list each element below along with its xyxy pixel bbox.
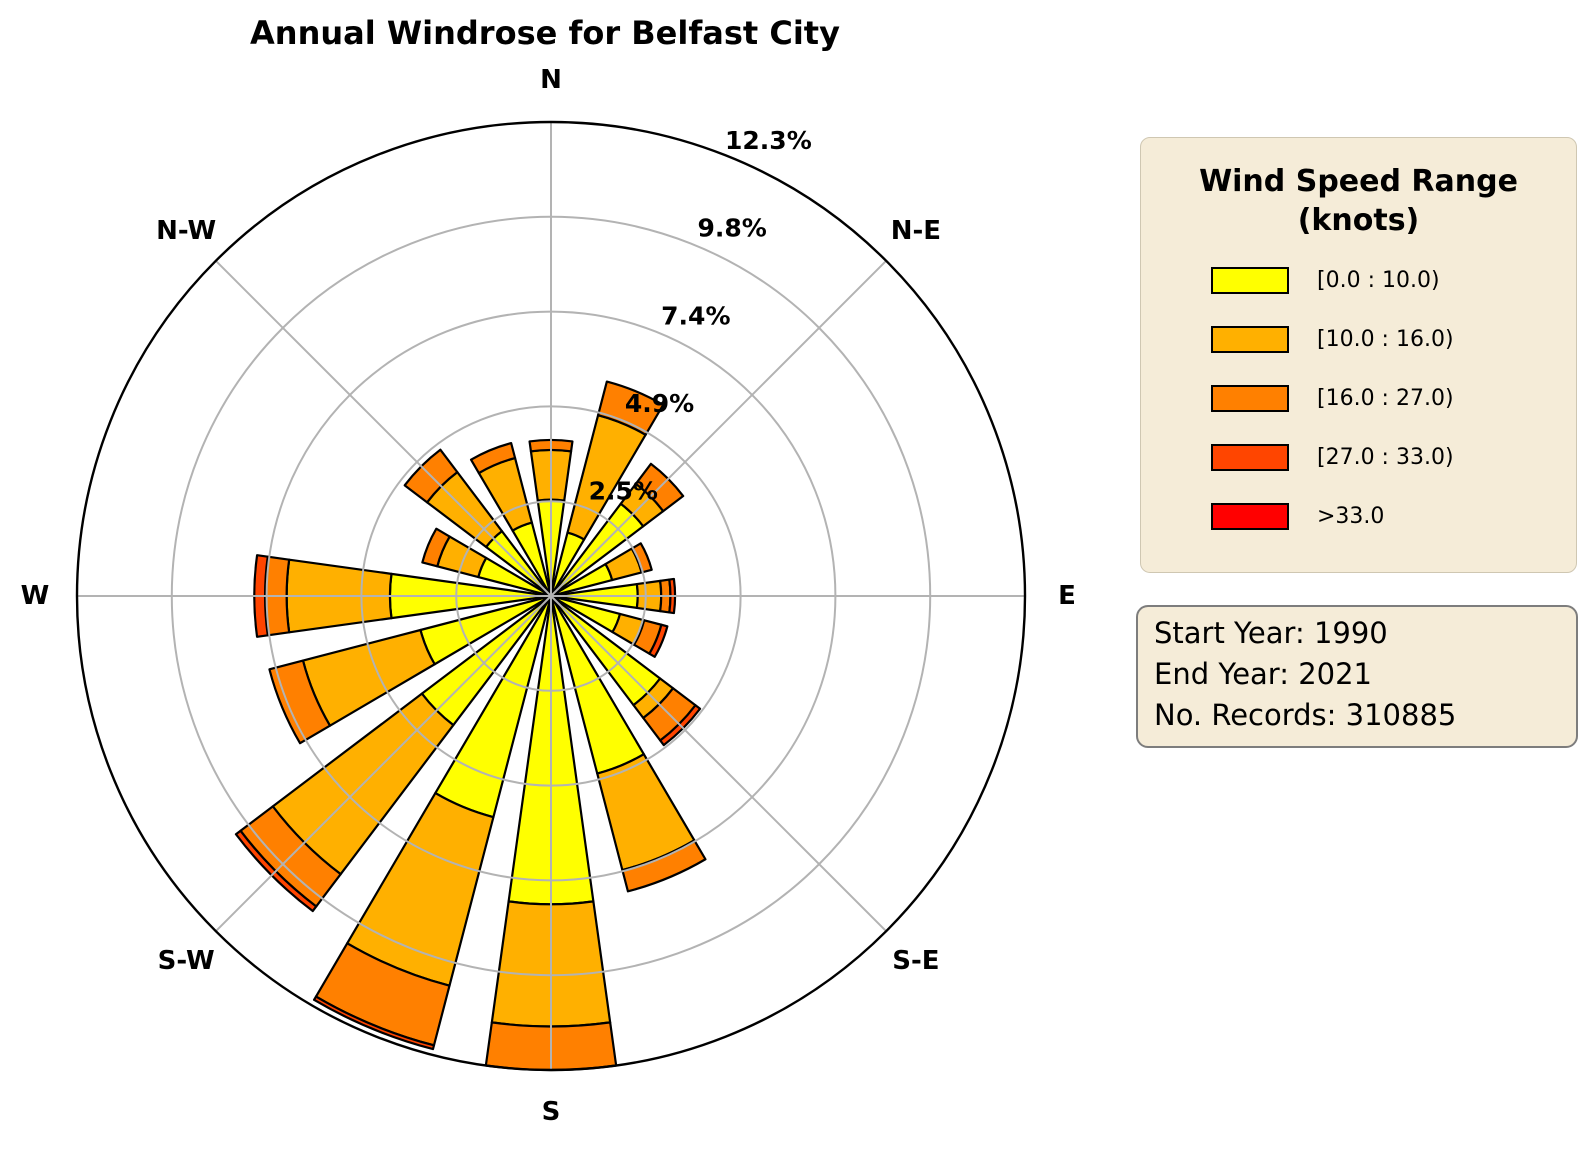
compass-label-S-W: S-W	[158, 946, 215, 976]
legend-label: >33.0	[1317, 503, 1385, 529]
legend-row: >33.0	[1211, 502, 1576, 530]
compass-label-S: S	[542, 1097, 561, 1127]
petal-WNW-bin2	[421, 527, 451, 568]
petal-SSE-bin2	[621, 839, 707, 893]
legend-row: [27.0 : 33.0)	[1211, 443, 1576, 471]
legend: Wind Speed Range (knots) [0.0 : 10.0) [10…	[1140, 137, 1577, 573]
legend-row: [10.0 : 16.0)	[1211, 325, 1576, 353]
petal-SW-bin3	[234, 829, 318, 913]
petal-NNE-bin2	[597, 380, 665, 436]
polar-grid-ring	[455, 500, 647, 692]
legend-label: [16.0 : 27.0)	[1317, 385, 1454, 411]
windrose-chart: 2.5% 4.9% 7.4% 9.8% 12.3% N N-E E S-E S S-W W N-W	[21, 65, 1076, 1127]
compass-label-W: W	[21, 581, 50, 611]
info-box: Start Year: 1990 End Year: 2021 No. Record…	[1136, 605, 1578, 748]
polar-spoke	[215, 595, 552, 932]
petal-ENE-bin2	[630, 542, 653, 574]
petal-WSW-bin2	[268, 659, 332, 745]
polar-spoke	[550, 260, 887, 597]
radial-tick-label: 7.4%	[661, 301, 730, 330]
petal-NNW-bin2	[469, 442, 517, 475]
radial-tick-label: 4.9%	[625, 389, 694, 418]
radial-tick-label: 9.8%	[697, 214, 766, 243]
legend-swatch-icon	[1211, 502, 1289, 530]
polar-grid-ring	[360, 405, 742, 787]
legend-label: [0.0 : 10.0)	[1317, 267, 1440, 293]
radial-tick-label: 12.3%	[725, 126, 812, 155]
legend-swatch-icon	[1211, 384, 1289, 412]
radial-tick-label: 2.5%	[589, 476, 658, 505]
legend-row: [16.0 : 27.0)	[1211, 384, 1576, 412]
legend-items: [0.0 : 10.0) [10.0 : 16.0) [16.0 : 27.0) [2…	[1141, 266, 1576, 530]
petal-SSW-bin3	[312, 995, 436, 1051]
legend-label: [27.0 : 33.0)	[1317, 444, 1454, 470]
legend-row: [0.0 : 10.0)	[1211, 266, 1576, 294]
info-line: End Year: 2021	[1154, 657, 1373, 692]
compass-label-N-W: N-W	[156, 216, 216, 246]
legend-swatch-icon	[1211, 443, 1289, 471]
info-line: No. Records: 310885	[1154, 698, 1457, 733]
legend-swatch-icon	[1211, 325, 1289, 353]
polar-grid-ring	[170, 215, 932, 977]
petal-ESE-bin3	[648, 623, 669, 658]
compass-label-S-E: S-E	[892, 946, 939, 976]
compass-label-N: N	[540, 65, 562, 95]
legend-label: [10.0 : 16.0)	[1317, 326, 1454, 352]
chart-title: Annual Windrose for Belfast City	[250, 14, 840, 52]
legend-swatch-icon	[1211, 266, 1289, 294]
polar-spoke	[550, 595, 887, 932]
compass-label-N-E: N-E	[891, 216, 941, 246]
polar-outer-circle	[75, 120, 1027, 1072]
legend-title: Wind Speed Range (knots)	[1199, 164, 1518, 238]
polar-grid-ring	[265, 310, 837, 882]
polar-spoke	[215, 260, 552, 597]
info-line: Start Year: 1990	[1154, 616, 1388, 650]
compass-label-E: E	[1058, 581, 1076, 611]
